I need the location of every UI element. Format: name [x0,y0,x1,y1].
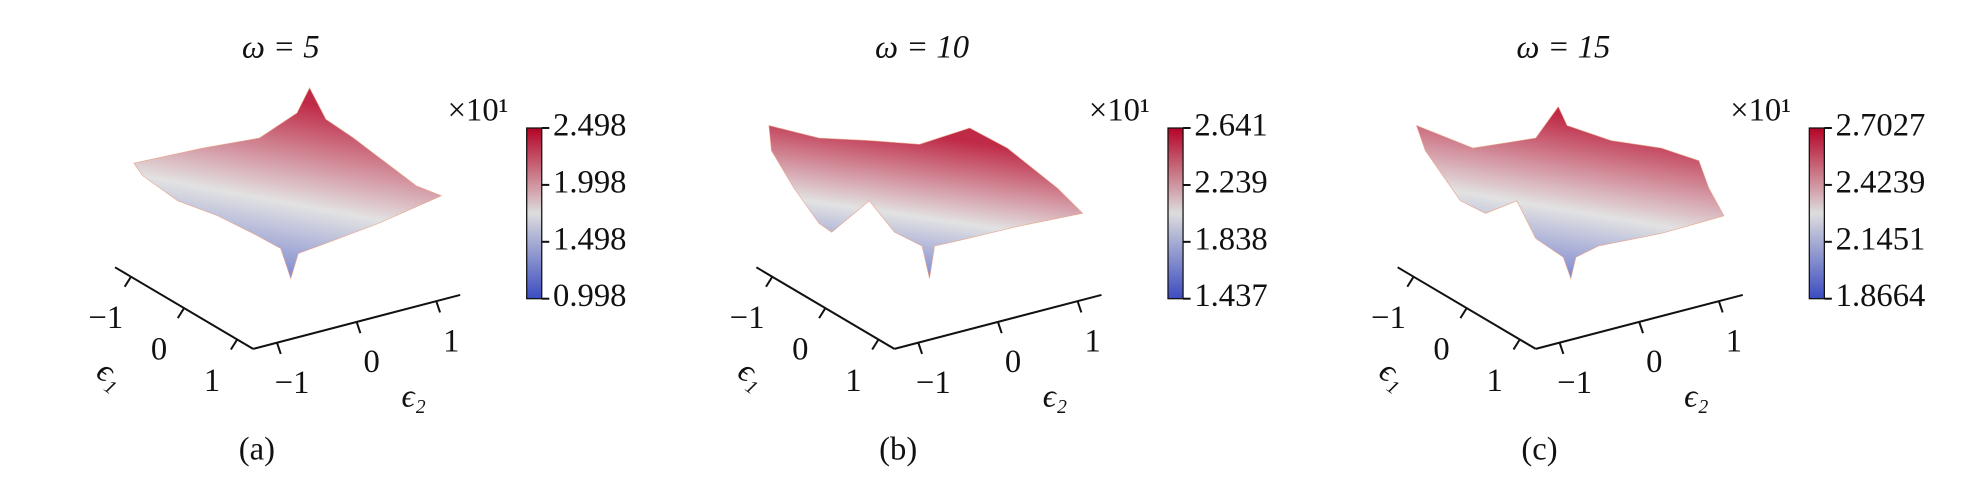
y-tick [276,342,282,355]
x-tick [176,307,185,319]
y-tick [435,300,441,313]
panel-caption: (b) [879,431,917,467]
colorbar [1808,127,1825,300]
y-tick-label: 0 [1005,344,1021,380]
y-tick-label: 0 [364,344,380,380]
x-tick-label: 1 [1487,363,1503,399]
x-axis-line [114,266,254,350]
colorbar-tick-label: 1.8664 [1836,278,1926,314]
colorbar-tick-label: 1.437 [1194,278,1267,314]
y-tick [1638,321,1644,334]
colorbar-tick-label: 0.998 [553,278,626,314]
y-tick-label: −1 [916,365,951,401]
panel: ω = 5 −1 0 1 −1 0 1 ϵ₁ ϵ₂ ×10¹ 0.998 1.498 1.998 2.49… [89,30,627,468]
y-tick-label: −1 [1557,365,1592,401]
x-axis-label: ϵ₁ [1372,353,1413,397]
panel-caption: (a) [239,431,275,467]
x-tick-label: 0 [151,332,167,368]
colorbar [1167,127,1184,300]
x-tick [765,276,774,288]
y-tick-label: 0 [1646,344,1662,380]
colorbar-offset-label: ×10¹ [448,92,509,128]
x-axis-label: ϵ₁ [90,353,131,397]
y-tick [1076,300,1083,313]
x-tick [871,338,880,351]
y-tick [917,342,924,355]
y-tick-label: 1 [443,323,459,359]
y-axis-label: ϵ₂ [1043,379,1068,415]
surface [768,125,1084,279]
x-tick [1459,307,1468,319]
colorbar-offset-label: ×10¹ [1089,92,1150,128]
x-tick-label: 0 [1433,332,1449,368]
x-tick-label: −1 [730,300,765,336]
colorbar-tick-label: 2.641 [1194,107,1267,143]
colorbar-tick-label: 2.498 [553,107,626,143]
y-axis-label: ϵ₂ [401,379,426,415]
panel-caption: (c) [1521,431,1557,467]
x-tick-label: −1 [89,300,124,336]
panel-title: ω = 10 [875,30,969,66]
colorbar-offset-label: ×10¹ [1730,92,1791,128]
colorbar-tick-label: 2.1451 [1836,221,1926,257]
y-tick-label: −1 [275,365,310,401]
colorbar-tick-label: 2.4239 [1836,164,1926,200]
x-tick-label: 0 [792,332,808,368]
x-tick [1406,276,1415,288]
x-axis-label: ϵ₁ [731,353,772,397]
y-tick-label: 1 [1726,323,1742,359]
colorbar-tick-label: 1.838 [1194,221,1267,257]
y-tick [996,321,1003,334]
x-tick [123,276,132,288]
x-tick-label: 1 [204,363,220,399]
x-tick [230,338,239,351]
surface [133,87,443,280]
panel: ω = 10 −1 0 1 −1 0 1 ϵ₁ ϵ₂ ×10¹ 1.437 1.838 2.239 2.6… [730,30,1268,468]
x-tick [1512,338,1521,351]
x-tick-label: −1 [1371,300,1406,336]
panel: ω = 15 −1 0 1 −1 0 1 ϵ₁ ϵ₂ ×10¹ 1.8664 2.1451 2.4239… [1371,30,1925,468]
x-tick-label: 1 [845,363,861,399]
panel-title: ω = 5 [242,30,320,66]
colorbar [526,127,543,300]
colorbar-tick-label: 2.7027 [1836,107,1926,143]
panel-title: ω = 15 [1516,30,1610,66]
colorbar-tick-label: 1.498 [553,221,626,257]
x-tick [818,307,827,319]
y-tick [1558,342,1565,355]
surface [1415,106,1725,280]
y-tick [1717,300,1724,313]
y-axis-label: ϵ₂ [1684,379,1709,415]
y-tick-label: 1 [1084,323,1100,359]
colorbar-tick-label: 2.239 [1194,164,1267,200]
y-tick [355,321,362,334]
colorbar-tick-label: 1.998 [553,164,626,200]
